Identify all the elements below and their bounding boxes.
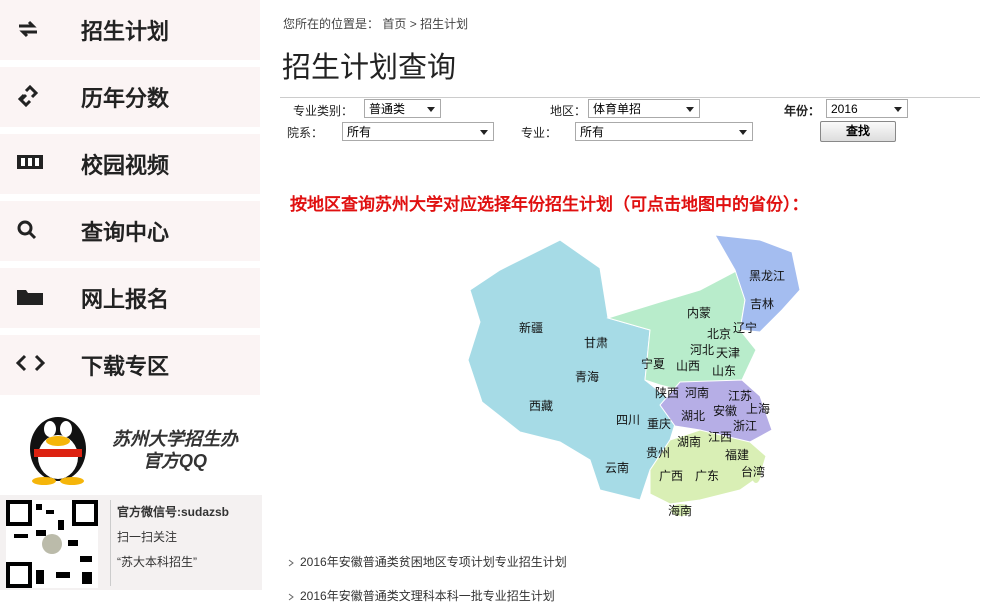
breadcrumb-current: 招生计划 [420,17,469,31]
province-label[interactable]: 北京 [707,327,731,341]
menu-item[interactable]: 网上报名 [0,268,260,328]
select[interactable]: 普通类 [364,99,441,118]
icon [17,290,43,305]
province-label[interactable]: 重庆 [647,417,671,431]
icon [19,20,37,38]
map-region[interactable] [751,461,761,483]
plan-link[interactable]: 2016年安徽普通类贫困地区专项计划专业招生计划 [300,555,567,569]
sidebar: 招生计划 历年分数 校园视频 查询中心 网上报名 下载专区 苏州大学招生办 官方Q… [0,0,262,605]
qq-line: 官方QQ [142,451,207,471]
wechat-text: 官方微信号:sudazsb 扫一扫关注 “苏大本科招生” [110,500,265,586]
bullet [288,593,294,601]
wechat-line: “苏大本科招生” [117,555,197,569]
menu-item[interactable]: 查询中心 [0,201,260,261]
province-label[interactable]: 贵州 [646,446,670,460]
icon [17,155,43,169]
province-label[interactable]: 陕西 [655,385,679,400]
province-label[interactable]: 甘肃 [584,336,608,350]
province-label[interactable]: 山西 [676,359,700,373]
province-label[interactable]: 云南 [605,460,629,475]
qq-text: 苏州大学招生办 官方QQ [105,428,245,472]
map-region[interactable] [671,504,691,516]
province-label[interactable]: 湖北 [681,408,705,423]
menu-item[interactable]: 校园视频 [0,134,260,194]
province-label[interactable]: 安徽 [713,403,737,418]
icon [17,85,39,107]
icon [17,220,37,240]
breadcrumb-home[interactable]: 首页 [382,17,407,31]
breadcrumb-prefix: 您所在的位置是： [283,17,380,31]
menu-label[interactable]: 历年分数 [81,86,170,111]
province-label[interactable]: 上海 [746,401,770,416]
map-region[interactable] [714,234,801,333]
select[interactable]: 所有 [575,122,753,141]
qq-line: 苏州大学招生办 [112,429,238,449]
wechat-line: 官方微信号:sudazsb [117,505,230,519]
search-button[interactable]: 查找 [820,121,896,142]
divider [280,97,980,98]
province-label[interactable]: 广西 [659,469,683,483]
breadcrumb-sep: > [409,17,417,31]
province-label[interactable]: 山东 [712,364,736,378]
form-label: 专业： [521,126,558,140]
menu-label[interactable]: 下载专区 [81,354,170,379]
province-label[interactable]: 河南 [685,385,709,400]
menu-label[interactable]: 招生计划 [81,19,170,44]
province-label[interactable]: 湖南 [677,434,701,449]
wechat-line: 扫一扫关注 [117,530,178,544]
menu-item[interactable]: 历年分数 [0,67,260,127]
plan-link[interactable]: 2016年安徽普通类文理科本科一批专业招生计划 [300,589,555,603]
province-label[interactable]: 江苏 [728,389,752,403]
form-label: 院系： [287,126,324,140]
breadcrumb: 您所在的位置是： 首页 > 招生计划 [283,15,468,32]
menu-label[interactable]: 校园视频 [81,153,170,178]
icon [16,354,46,372]
province-label[interactable]: 青海 [575,369,599,384]
form-label: 专业类别： [293,104,354,118]
province-label[interactable]: 台湾 [741,464,765,479]
province-label[interactable]: 福建 [725,447,749,462]
province-label[interactable]: 天津 [716,346,740,360]
province-label[interactable]: 浙江 [733,419,757,433]
map-heading: 按地区查询苏州大学对应选择年份招生计划（可点击地图中的省份）： [290,195,809,215]
menu-label[interactable]: 查询中心 [81,220,170,245]
select[interactable]: 2016 [826,99,908,118]
province-label[interactable]: 新疆 [519,320,543,335]
province-label[interactable]: 内蒙 [687,306,711,320]
province-label[interactable]: 海南 [668,503,692,518]
province-label[interactable]: 江西 [708,430,732,444]
menu-item[interactable]: 招生计划 [0,0,260,60]
province-label[interactable]: 吉林 [750,297,774,311]
page-title: 招生计划查询 [282,52,457,84]
province-label[interactable]: 四川 [616,413,640,427]
province-label[interactable]: 西藏 [529,399,553,413]
menu-item[interactable]: 下载专区 [0,335,260,395]
province-label[interactable]: 辽宁 [733,320,757,335]
map-region[interactable] [606,269,757,396]
menu-label[interactable]: 网上报名 [81,287,170,312]
province-label[interactable]: 广东 [695,469,719,483]
province-label[interactable]: 河北 [690,343,714,357]
province-label[interactable]: 黑龙江 [749,269,785,283]
qr-code [6,500,98,588]
form-label: 年份： [784,104,821,118]
bullet [288,559,294,567]
select[interactable]: 体育单招 [588,99,700,118]
select[interactable]: 所有 [342,122,494,141]
form-label: 地区： [550,104,587,118]
qq-logo [30,417,86,485]
province-label[interactable]: 宁夏 [641,356,665,371]
